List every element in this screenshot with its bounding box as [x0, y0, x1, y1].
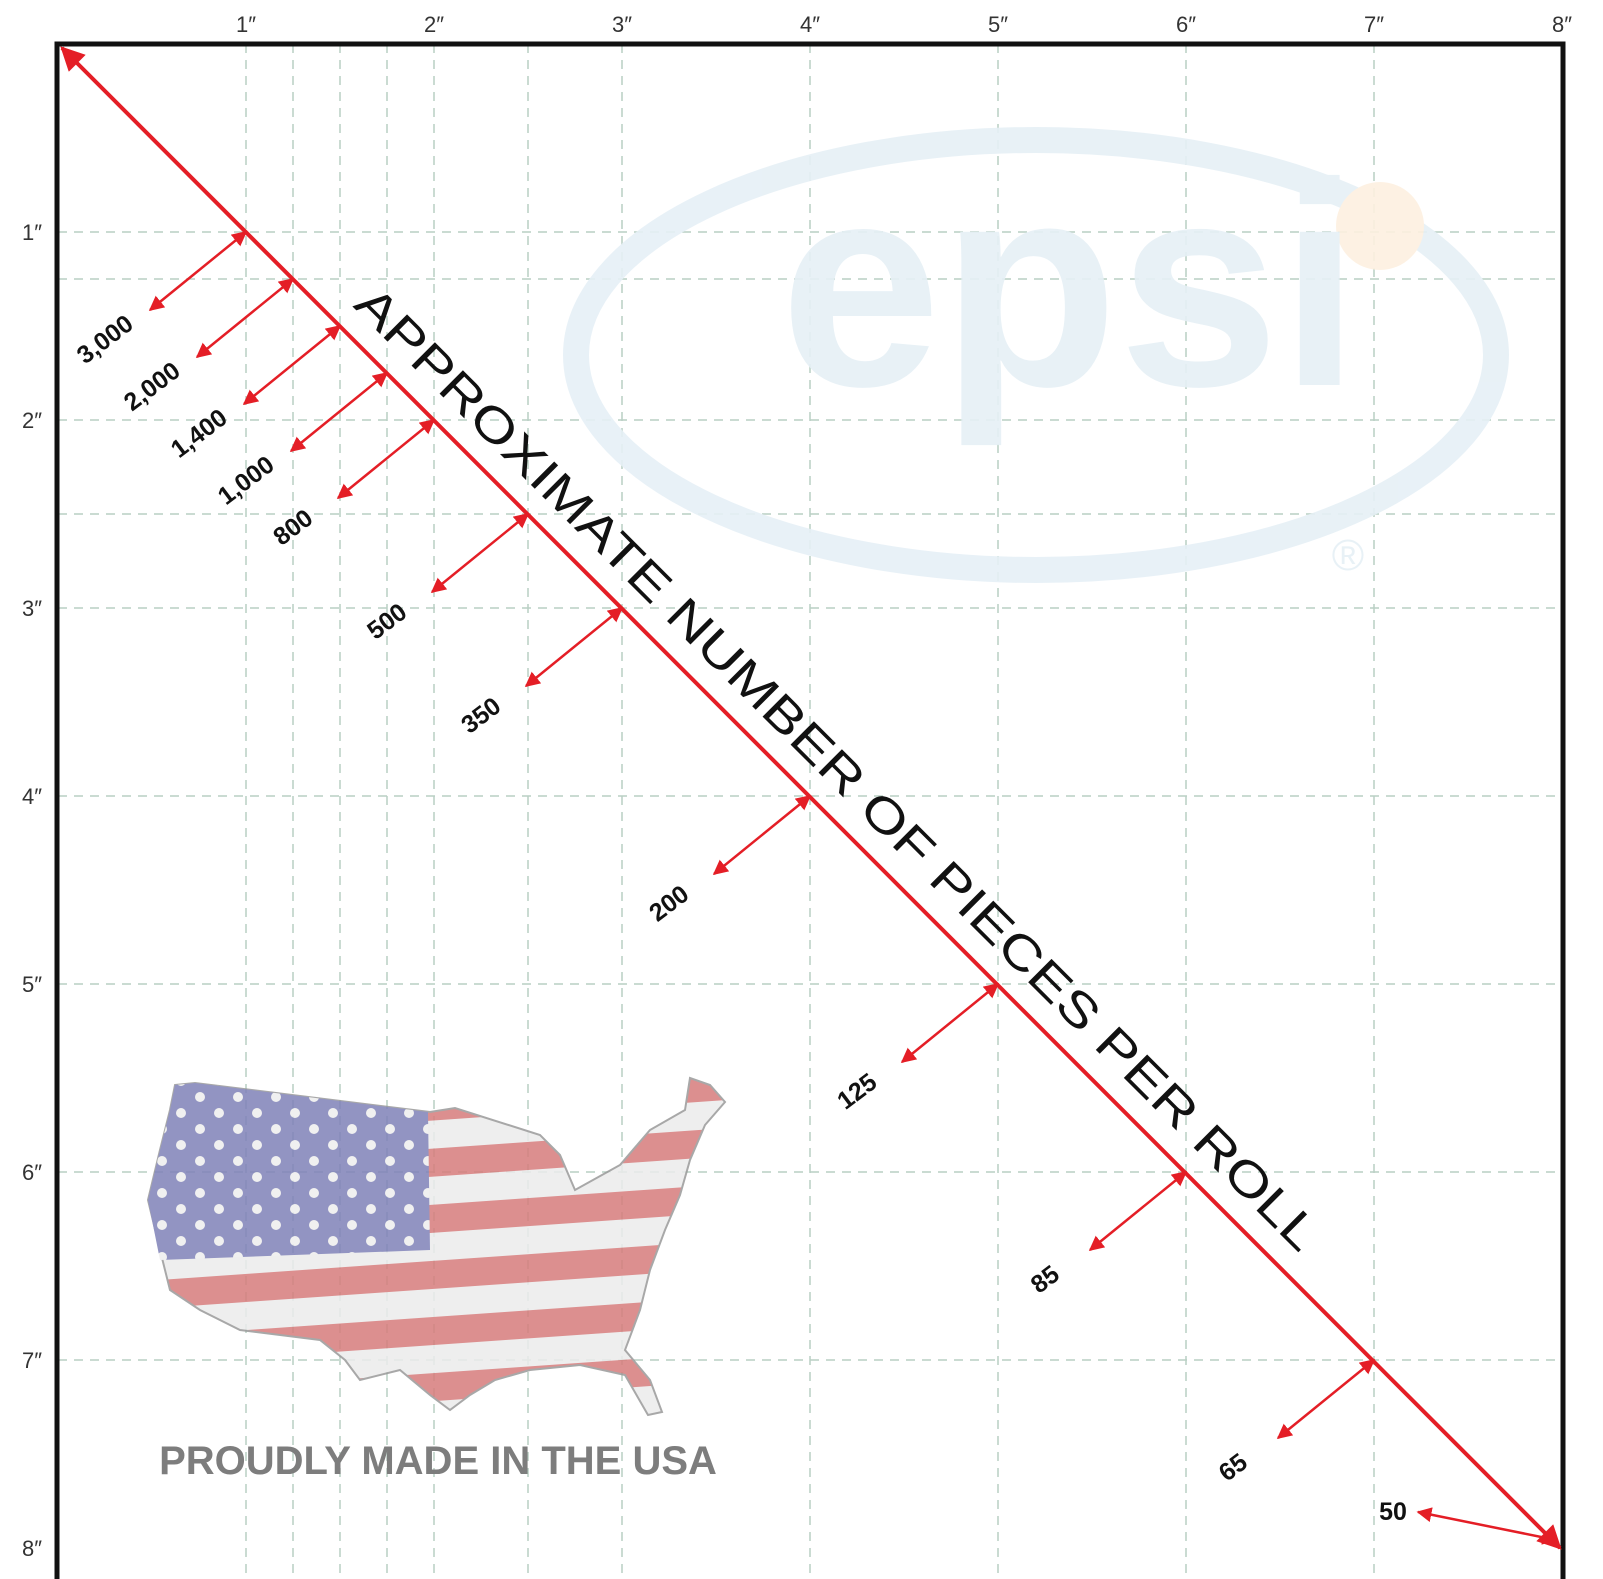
y-tick-label: 4″	[22, 784, 42, 809]
size-arrow	[1276, 1359, 1376, 1439]
logo-mark: ®	[1332, 531, 1364, 580]
pieces-label: 3,000	[72, 310, 139, 370]
y-tick-label: 8″	[22, 1536, 42, 1561]
y-tick-label: 1″	[22, 220, 42, 245]
size-arrow	[900, 983, 1000, 1063]
x-tick-label: 7″	[1364, 12, 1384, 37]
y-tick-label: 3″	[22, 596, 42, 621]
x-tick-label: 5″	[988, 12, 1008, 37]
y-tick-label: 6″	[22, 1160, 42, 1185]
pieces-label: 85	[1026, 1260, 1065, 1299]
y-tick-label: 7″	[22, 1348, 42, 1373]
footer: PROUDLY MADE IN THE USA	[159, 1439, 717, 1483]
size-arrow	[195, 278, 295, 358]
x-tick-label: 8″	[1552, 12, 1572, 37]
x-tick-label: 6″	[1176, 12, 1196, 37]
pieces-label: 1,000	[213, 451, 280, 511]
size-arrow	[336, 419, 436, 499]
y-tick-label: 2″	[22, 408, 42, 433]
pieces-label: 50	[1379, 1498, 1407, 1526]
size-arrow	[1088, 1171, 1188, 1251]
size-arrow	[242, 325, 342, 405]
pieces-label: 800	[268, 504, 318, 551]
pieces-label: 2,000	[119, 357, 186, 417]
x-tick-label: 3″	[612, 12, 632, 37]
frame	[54, 41, 1566, 1579]
logo-text: epsi	[780, 123, 1360, 448]
logo: epsi ®	[563, 123, 1509, 583]
x-tick-label: 2″	[424, 12, 444, 37]
pieces-label: 125	[832, 1068, 882, 1116]
size-arrow	[430, 513, 530, 593]
size-arrow	[524, 607, 624, 687]
y-tick-label: 5″	[22, 972, 42, 997]
pieces-label: 350	[456, 692, 506, 739]
pieces-label: 65	[1214, 1448, 1253, 1487]
x-tick-label: 4″	[800, 12, 820, 37]
x-tick-label: 1″	[236, 12, 256, 37]
size-arrow	[1416, 1507, 1558, 1545]
size-arrow	[289, 372, 389, 452]
pieces-label: 200	[644, 880, 694, 927]
pieces-label: 1,400	[166, 404, 233, 464]
size-arrow	[712, 795, 812, 875]
size-arrow	[148, 231, 248, 311]
pieces-label: 500	[362, 598, 412, 645]
usa-map	[146, 1076, 727, 1417]
